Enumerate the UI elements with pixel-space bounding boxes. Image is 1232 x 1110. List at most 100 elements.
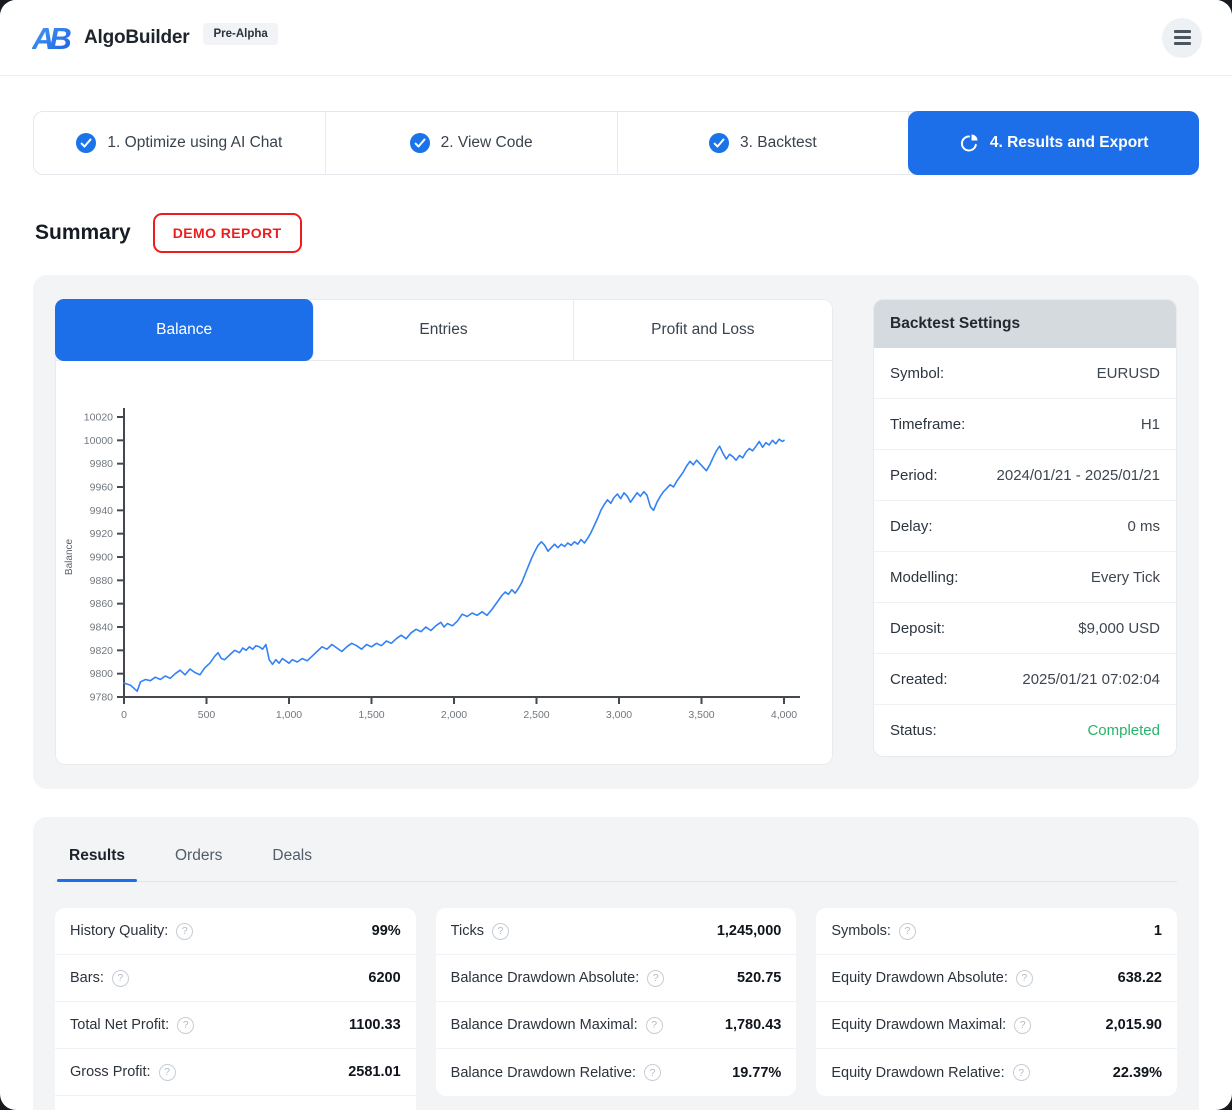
settings-label: Status:: [890, 722, 937, 739]
demo-report-button[interactable]: DEMO REPORT: [152, 213, 302, 253]
help-icon[interactable]: ?: [158, 1063, 176, 1081]
settings-value: 0 ms: [1127, 517, 1160, 535]
stat-row-total-net-profit: Total Net Profit:? 1100.33: [55, 1002, 416, 1049]
stat-value: 22.39%: [1112, 1064, 1162, 1081]
help-icon[interactable]: ?: [177, 1016, 195, 1034]
app-header: AB AlgoBuilder Pre-Alpha: [0, 0, 1232, 76]
step-2-view-code[interactable]: 2. View Code: [326, 112, 618, 174]
settings-row-symbol: Symbol: EURUSD: [874, 348, 1176, 399]
svg-text:9860: 9860: [90, 598, 114, 610]
chart-tab-profit-and-loss[interactable]: Profit and Loss: [573, 300, 832, 360]
backtest-settings-card: Backtest Settings Symbol: EURUSD Timeframe…: [873, 299, 1177, 757]
stat-row-bars: Bars:? 6200: [55, 955, 416, 1002]
stats-card: History Quality:? 99% Bars:? 6200 Total Net …: [55, 908, 416, 1110]
pie-chart-icon: [959, 133, 979, 153]
help-icon[interactable]: ?: [1012, 1064, 1030, 1081]
svg-text:1,500: 1,500: [358, 709, 384, 721]
stat-label: Equity Drawdown Maximal:: [831, 1017, 1007, 1033]
settings-row-modelling: Modelling: Every Tick: [874, 552, 1176, 603]
stat-row-history-quality: History Quality:? 99%: [55, 908, 416, 955]
settings-label: Timeframe:: [890, 415, 966, 433]
stat-row-ticks: Ticks? 1,245,000: [435, 908, 797, 955]
stat-value: 19.77%: [732, 1064, 782, 1081]
help-icon[interactable]: ?: [645, 1016, 663, 1034]
svg-text:10020: 10020: [84, 412, 113, 424]
summary-panel: Balance Entries Profit and Loss 9780 9800 98…: [33, 275, 1199, 789]
stat-row-balance-drawdown-relative: Balance Drawdown Relative:? 19.77%: [436, 1049, 797, 1096]
stat-label: Total Net Profit:: [70, 1017, 170, 1033]
step-1-optimize-using-ai-chat[interactable]: 1. Optimize using AI Chat: [34, 112, 326, 174]
stat-label: Gross Profit:: [70, 1064, 151, 1080]
svg-text:9820: 9820: [90, 645, 114, 657]
stat-value: 1,245,000: [716, 923, 782, 939]
step-label: 2. View Code: [440, 134, 533, 151]
steps-bar: 1. Optimize using AI Chat 2. View Code 3. …: [33, 111, 1199, 175]
backtest-settings-rows: Symbol: EURUSD Timeframe: H1 Period: 2024/01/…: [874, 348, 1176, 756]
help-icon[interactable]: ?: [644, 1064, 662, 1081]
step-3-backtest[interactable]: 3. Backtest: [618, 112, 910, 174]
stat-label: Bars:: [70, 970, 104, 986]
help-icon[interactable]: ?: [1014, 1016, 1032, 1034]
page-title: Summary: [35, 221, 131, 244]
algobuilder-logo-icon: AB: [32, 21, 76, 55]
help-icon[interactable]: ?: [898, 922, 916, 940]
svg-text:9880: 9880: [90, 575, 114, 587]
settings-row-deposit: Deposit: $9,000 USD: [874, 603, 1176, 654]
stat-row-equity-drawdown-absolute: Equity Drawdown Absolute:? 638.22: [816, 955, 1177, 1002]
settings-label: Created:: [890, 670, 948, 688]
stat-label: Balance Drawdown Relative:: [450, 1064, 637, 1081]
brand: AB AlgoBuilder Pre-Alpha: [32, 21, 278, 55]
stat-value: 2,015.90: [1105, 1017, 1162, 1033]
svg-text:3,000: 3,000: [606, 709, 632, 721]
chart-card: Balance Entries Profit and Loss 9780 9800 98…: [55, 299, 833, 765]
stats-column-3: Symbols:? 1 Equity Drawdown Absolute:? 638.…: [816, 908, 1177, 1110]
results-tab-results[interactable]: Results: [57, 839, 137, 882]
chart-tab-entries[interactable]: Entries: [314, 300, 574, 360]
stat-row-equity-drawdown-relative: Equity Drawdown Relative:? 22.39%: [816, 1049, 1177, 1096]
stat-row-balance-drawdown-maximal: Balance Drawdown Maximal:? 1,780.43: [435, 1002, 797, 1049]
svg-text:3,500: 3,500: [688, 709, 714, 721]
step-4-results-and-export[interactable]: 4. Results and Export: [908, 111, 1199, 175]
chart-tabs: Balance Entries Profit and Loss: [55, 299, 832, 361]
step-label: 4. Results and Export: [989, 134, 1149, 151]
menu-button[interactable]: [1162, 17, 1202, 58]
svg-text:9840: 9840: [90, 622, 114, 634]
stat-label: Symbols:: [831, 923, 891, 939]
stat-row-symbols: Symbols:? 1: [816, 908, 1177, 955]
settings-value: Completed: [1087, 722, 1160, 739]
settings-label: Delay:: [890, 517, 933, 535]
settings-label: Period:: [890, 466, 938, 484]
settings-label: Symbol:: [890, 364, 945, 382]
settings-value: Every Tick: [1090, 568, 1160, 586]
stats-grid: History Quality:? 99% Bars:? 6200 Total Net …: [55, 908, 1177, 1110]
chart-line: [123, 438, 785, 693]
hamburger-icon: [1173, 30, 1191, 45]
check-circle-icon: [76, 133, 97, 153]
stat-row-gross-profit: Gross Profit:? 2581.01: [55, 1049, 416, 1096]
svg-text:2,000: 2,000: [441, 709, 467, 721]
help-icon[interactable]: ?: [176, 922, 194, 940]
svg-text:0: 0: [121, 709, 127, 721]
results-tab-orders[interactable]: Orders: [173, 839, 224, 881]
results-tab-deals[interactable]: Deals: [270, 839, 314, 881]
stat-label: Balance Drawdown Maximal:: [450, 1017, 638, 1033]
stats-column-2: Ticks? 1,245,000 Balance Drawdown Absolute…: [435, 908, 797, 1110]
stat-row-equity-drawdown-maximal: Equity Drawdown Maximal:? 2,015.90: [816, 1002, 1177, 1049]
help-icon[interactable]: ?: [647, 969, 665, 987]
chart-tab-balance[interactable]: Balance: [55, 299, 315, 361]
stat-value: 520.75: [736, 970, 782, 986]
summary-header: Summary DEMO REPORT: [35, 213, 1197, 253]
stats-card: Symbols:? 1 Equity Drawdown Absolute:? 638.…: [816, 908, 1177, 1096]
help-icon[interactable]: ?: [1015, 969, 1033, 987]
balance-line-chart: 9780 9800 9820 9840 9860 9880 9900 9920 9940 9960…: [64, 408, 800, 721]
help-icon[interactable]: ?: [111, 969, 129, 987]
svg-text:9800: 9800: [90, 668, 114, 680]
stat-value: 1100.33: [349, 1017, 401, 1033]
help-icon[interactable]: ?: [491, 922, 509, 940]
stat-row-balance-drawdown-absolute: Balance Drawdown Absolute:? 520.75: [435, 955, 797, 1002]
balance-chart: 9780 9800 9820 9840 9860 9880 9900 9920 9940 9960…: [56, 361, 832, 764]
stat-label: Equity Drawdown Relative:: [831, 1064, 1005, 1081]
stat-value: 99%: [371, 923, 401, 939]
results-panel: Results Orders Deals History Quality:? 99% B…: [33, 817, 1199, 1110]
